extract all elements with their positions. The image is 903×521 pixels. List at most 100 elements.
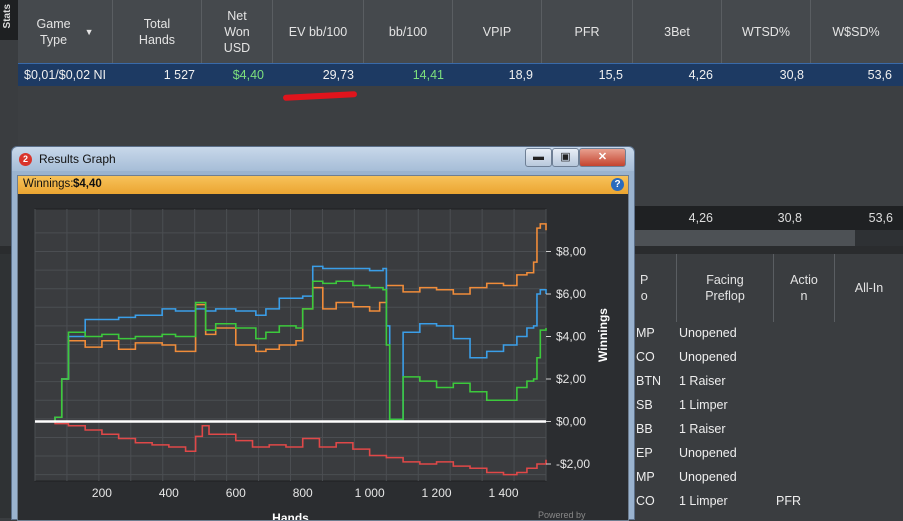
hand-row[interactable]: SB 1 Limper	[630, 393, 903, 417]
hand-row[interactable]: CO Unopened	[630, 345, 903, 369]
col-header-vpip-label: VPIP	[482, 24, 512, 39]
scrollbar-thumb[interactable]	[855, 230, 903, 246]
powered-by-text: Powered by	[538, 510, 586, 520]
col-header-vpip[interactable]: VPIP	[453, 0, 542, 63]
y-tick-label: $2,00	[556, 372, 586, 386]
help-icon[interactable]: ?	[611, 178, 624, 191]
hand-position: CO	[636, 494, 655, 508]
col-header-game-type[interactable]: Game Type ▼	[18, 0, 113, 63]
col-header-bb100[interactable]: bb/100	[364, 0, 453, 63]
x-axis-label: Hands	[272, 511, 309, 520]
col-header-3bet[interactable]: 3Bet	[633, 0, 722, 63]
col-header-wtsd[interactable]: WTSD%	[722, 0, 811, 63]
x-tick-label: 1 400	[488, 486, 518, 500]
cell-bb100: 14,41	[412, 68, 444, 82]
hand-facing: Unopened	[679, 350, 737, 364]
cell-3bet: 4,26	[688, 68, 713, 82]
hand-facing: Unopened	[679, 446, 737, 460]
stats-tab-label: Stats	[2, 4, 13, 29]
col-header-position[interactable]: P o	[630, 254, 677, 322]
col-header-ev-bb100-label: EV bb/100	[288, 24, 348, 39]
graph-content: Winnings: $4,40 ? 200 400 600 800 1 000 1 200…	[17, 175, 629, 521]
col-header-wssd[interactable]: W$SD%	[811, 0, 901, 63]
col-header-ev-bb100[interactable]: EV bb/100	[273, 0, 364, 63]
hand-row[interactable]: CO 1 Limper PFR	[630, 489, 903, 509]
window-title: Results Graph	[39, 152, 116, 166]
dropdown-arrow-icon[interactable]: ▼	[84, 26, 94, 37]
hand-facing: Unopened	[679, 470, 737, 484]
cell-net-won: $4,40	[232, 68, 264, 82]
y-axis-label: Winnings	[596, 308, 610, 362]
x-tick-label: 1 000	[355, 486, 385, 500]
col-header-facing-preflop[interactable]: Facing Preflop	[677, 254, 774, 322]
hand-position: BTN	[636, 374, 661, 388]
series-line	[35, 420, 547, 476]
col-header-all-in-label: All-In	[854, 281, 884, 295]
y-tick-label: $0,00	[556, 415, 586, 429]
hand-position: EP	[636, 446, 653, 460]
hand-row[interactable]: BB 1 Raiser	[630, 417, 903, 441]
y-tick-label: $8,00	[556, 245, 586, 259]
col-header-3bet-label: 3Bet	[664, 24, 690, 39]
col-header-pfr-label: PFR	[574, 24, 600, 39]
hand-position: MP	[636, 470, 655, 484]
hand-row[interactable]: BTN 1 Raiser	[630, 369, 903, 393]
results-graph-window[interactable]: 2 Results Graph ▬ ▣ ✕ Winnings: $4,40 ? …	[11, 146, 635, 521]
series-line	[35, 280, 547, 423]
col-header-pfr[interactable]: PFR	[542, 0, 633, 63]
col-header-game-type-label: Game Type	[36, 16, 71, 47]
stats-side-tab[interactable]: Stats	[0, 0, 19, 40]
col-header-wssd-label: W$SD%	[832, 24, 880, 39]
series-line	[35, 265, 547, 423]
bg-cell-3bet: 4,26	[688, 211, 713, 225]
hand-position: SB	[636, 398, 653, 412]
minimize-button[interactable]: ▬	[525, 148, 552, 167]
hand-position: BB	[636, 422, 653, 436]
col-header-wtsd-label: WTSD%	[742, 24, 790, 39]
cell-wtsd: 30,8	[779, 68, 804, 82]
cell-vpip: 18,9	[508, 68, 533, 82]
hand-facing: 1 Limper	[679, 494, 728, 508]
col-header-bb100-label: bb/100	[388, 24, 428, 39]
y-tick-label: $6,00	[556, 287, 586, 301]
cell-wssd: 53,6	[867, 68, 892, 82]
cell-game-type: $0,01/$0,02 NI	[24, 68, 107, 82]
window-titlebar[interactable]: 2 Results Graph ▬ ▣ ✕	[12, 147, 634, 171]
stats-row[interactable]: $0,01/$0,02 NI 1 527 $4,40 29,73 14,41 1…	[18, 63, 903, 87]
winnings-bar: Winnings: $4,40 ?	[18, 176, 628, 194]
col-header-position-label: P o	[640, 273, 649, 303]
x-tick-label: 600	[226, 486, 246, 500]
hand-row[interactable]: MP Unopened	[630, 465, 903, 489]
winnings-value: $4,40	[73, 178, 102, 190]
background-stats-row[interactable]: 4,26 30,8 53,6	[630, 206, 903, 230]
col-header-total-hands[interactable]: Total Hands	[113, 0, 202, 63]
maximize-icon: ▣	[560, 151, 571, 163]
col-header-net-won[interactable]: Net Won USD	[202, 0, 273, 63]
col-header-action[interactable]: Actio n	[774, 254, 835, 322]
y-tick-label: $4,00	[556, 330, 586, 344]
x-tick-label: 400	[159, 486, 179, 500]
cell-total-hands: 1 527	[163, 68, 195, 82]
hand-row[interactable]: EP Unopened	[630, 441, 903, 465]
hand-facing: 1 Raiser	[679, 374, 726, 388]
close-button[interactable]: ✕	[579, 148, 626, 167]
maximize-button[interactable]: ▣	[552, 148, 579, 167]
left-panel-edge	[0, 254, 12, 518]
winnings-label: Winnings:	[23, 178, 74, 190]
cell-pfr: 15,5	[598, 68, 623, 82]
results-chart: 200 400 600 800 1 000 1 200 1 400 -$2,00 $0,00 $2…	[34, 208, 610, 520]
x-tick-label: 1 200	[422, 486, 452, 500]
hand-action: PFR	[776, 494, 801, 508]
cell-ev-bb100: 29,73	[322, 68, 354, 82]
hand-position: MP	[636, 326, 655, 340]
col-header-net-won-label: Net Won USD	[223, 8, 251, 55]
hands-grid: P o Facing Preflop Actio n All-In MP Unop…	[630, 254, 903, 518]
hand-row[interactable]: MP Unopened	[630, 321, 903, 345]
col-header-action-label: Actio n	[790, 273, 818, 303]
col-header-total-hands-label: Total Hands	[138, 16, 176, 47]
col-header-all-in[interactable]: All-In	[835, 254, 903, 322]
stats-grid-header: Game Type ▼ Total Hands Net Won USD EV bb…	[18, 0, 903, 63]
minimize-icon: ▬	[533, 151, 544, 163]
bg-cell-wssd: 53,6	[868, 211, 893, 225]
horizontal-scrollbar[interactable]	[630, 230, 903, 246]
